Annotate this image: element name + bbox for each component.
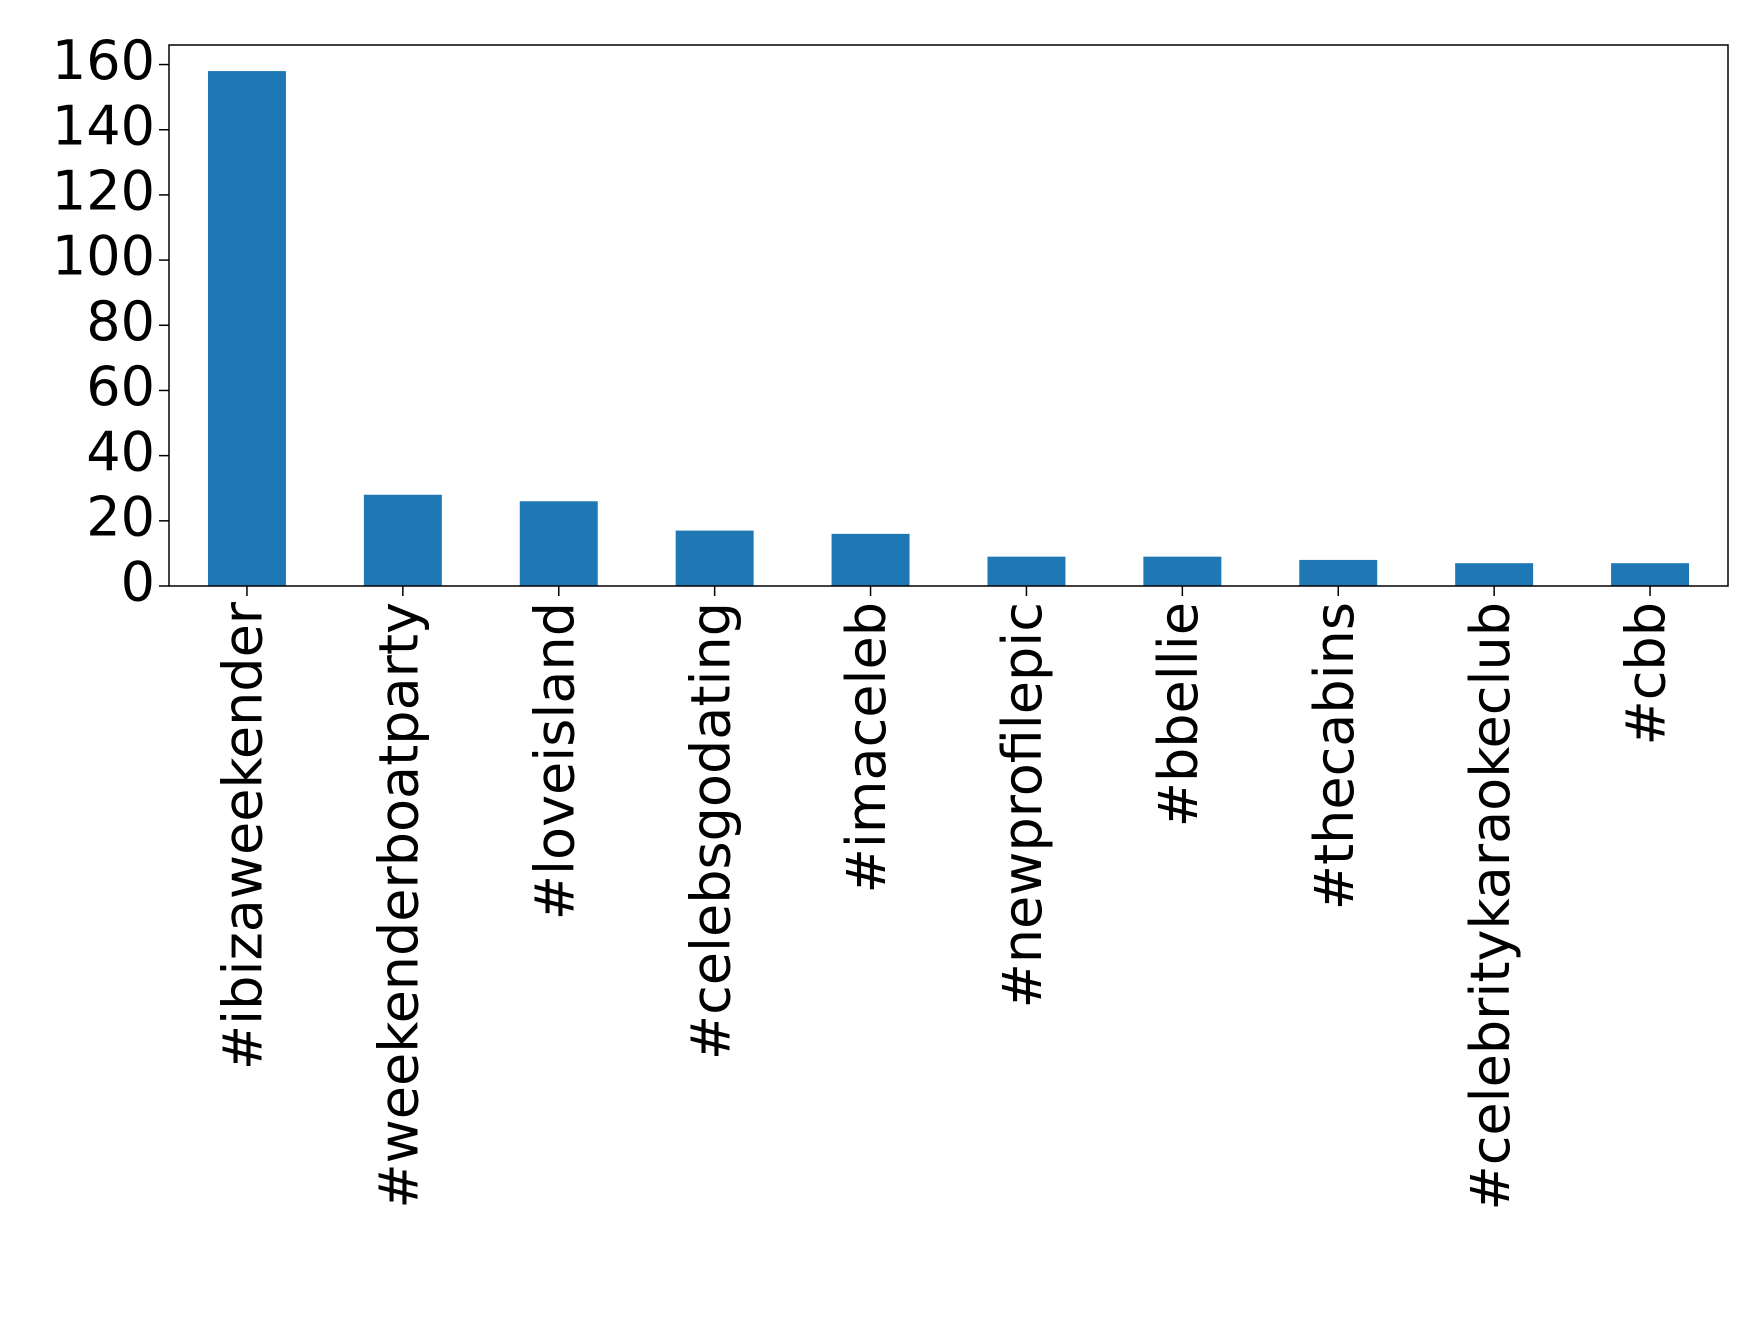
bar bbox=[675, 530, 754, 586]
y-tick-label: 40 bbox=[86, 420, 155, 483]
bar bbox=[1455, 563, 1534, 586]
x-tick-label: #thecabins bbox=[1303, 602, 1366, 910]
bar bbox=[831, 533, 910, 586]
y-tick-label: 20 bbox=[86, 485, 155, 548]
bar bbox=[987, 556, 1066, 586]
y-tick-label: 160 bbox=[52, 29, 155, 92]
y-tick-label: 80 bbox=[86, 290, 155, 353]
y-tick-label: 100 bbox=[52, 225, 155, 288]
plot-frame bbox=[168, 44, 1729, 587]
bar bbox=[207, 71, 286, 587]
x-tick-label: #bbellie bbox=[1147, 602, 1210, 827]
y-tick-label: 0 bbox=[121, 551, 155, 614]
x-tick-label: #celebsgodating bbox=[679, 602, 742, 1060]
y-tick-label: 140 bbox=[52, 94, 155, 157]
bar bbox=[1299, 559, 1378, 586]
x-tick-label: #cbb bbox=[1615, 602, 1678, 746]
bar bbox=[1611, 563, 1690, 586]
y-tick-label: 120 bbox=[52, 160, 155, 223]
x-tick-label: #celebritykaraokeclub bbox=[1459, 602, 1522, 1211]
bar bbox=[363, 494, 442, 586]
x-tick-label: #newprofilepic bbox=[991, 602, 1054, 1008]
x-tick-label: #weekenderboatparty bbox=[367, 602, 430, 1209]
y-tick-label: 60 bbox=[86, 355, 155, 418]
x-tick-label: #imaceleb bbox=[835, 602, 898, 893]
bar bbox=[1143, 556, 1222, 586]
x-tick-label: #ibizaweekender bbox=[212, 601, 275, 1070]
bar bbox=[519, 501, 598, 586]
x-tick-label: #loveisland bbox=[523, 602, 586, 920]
